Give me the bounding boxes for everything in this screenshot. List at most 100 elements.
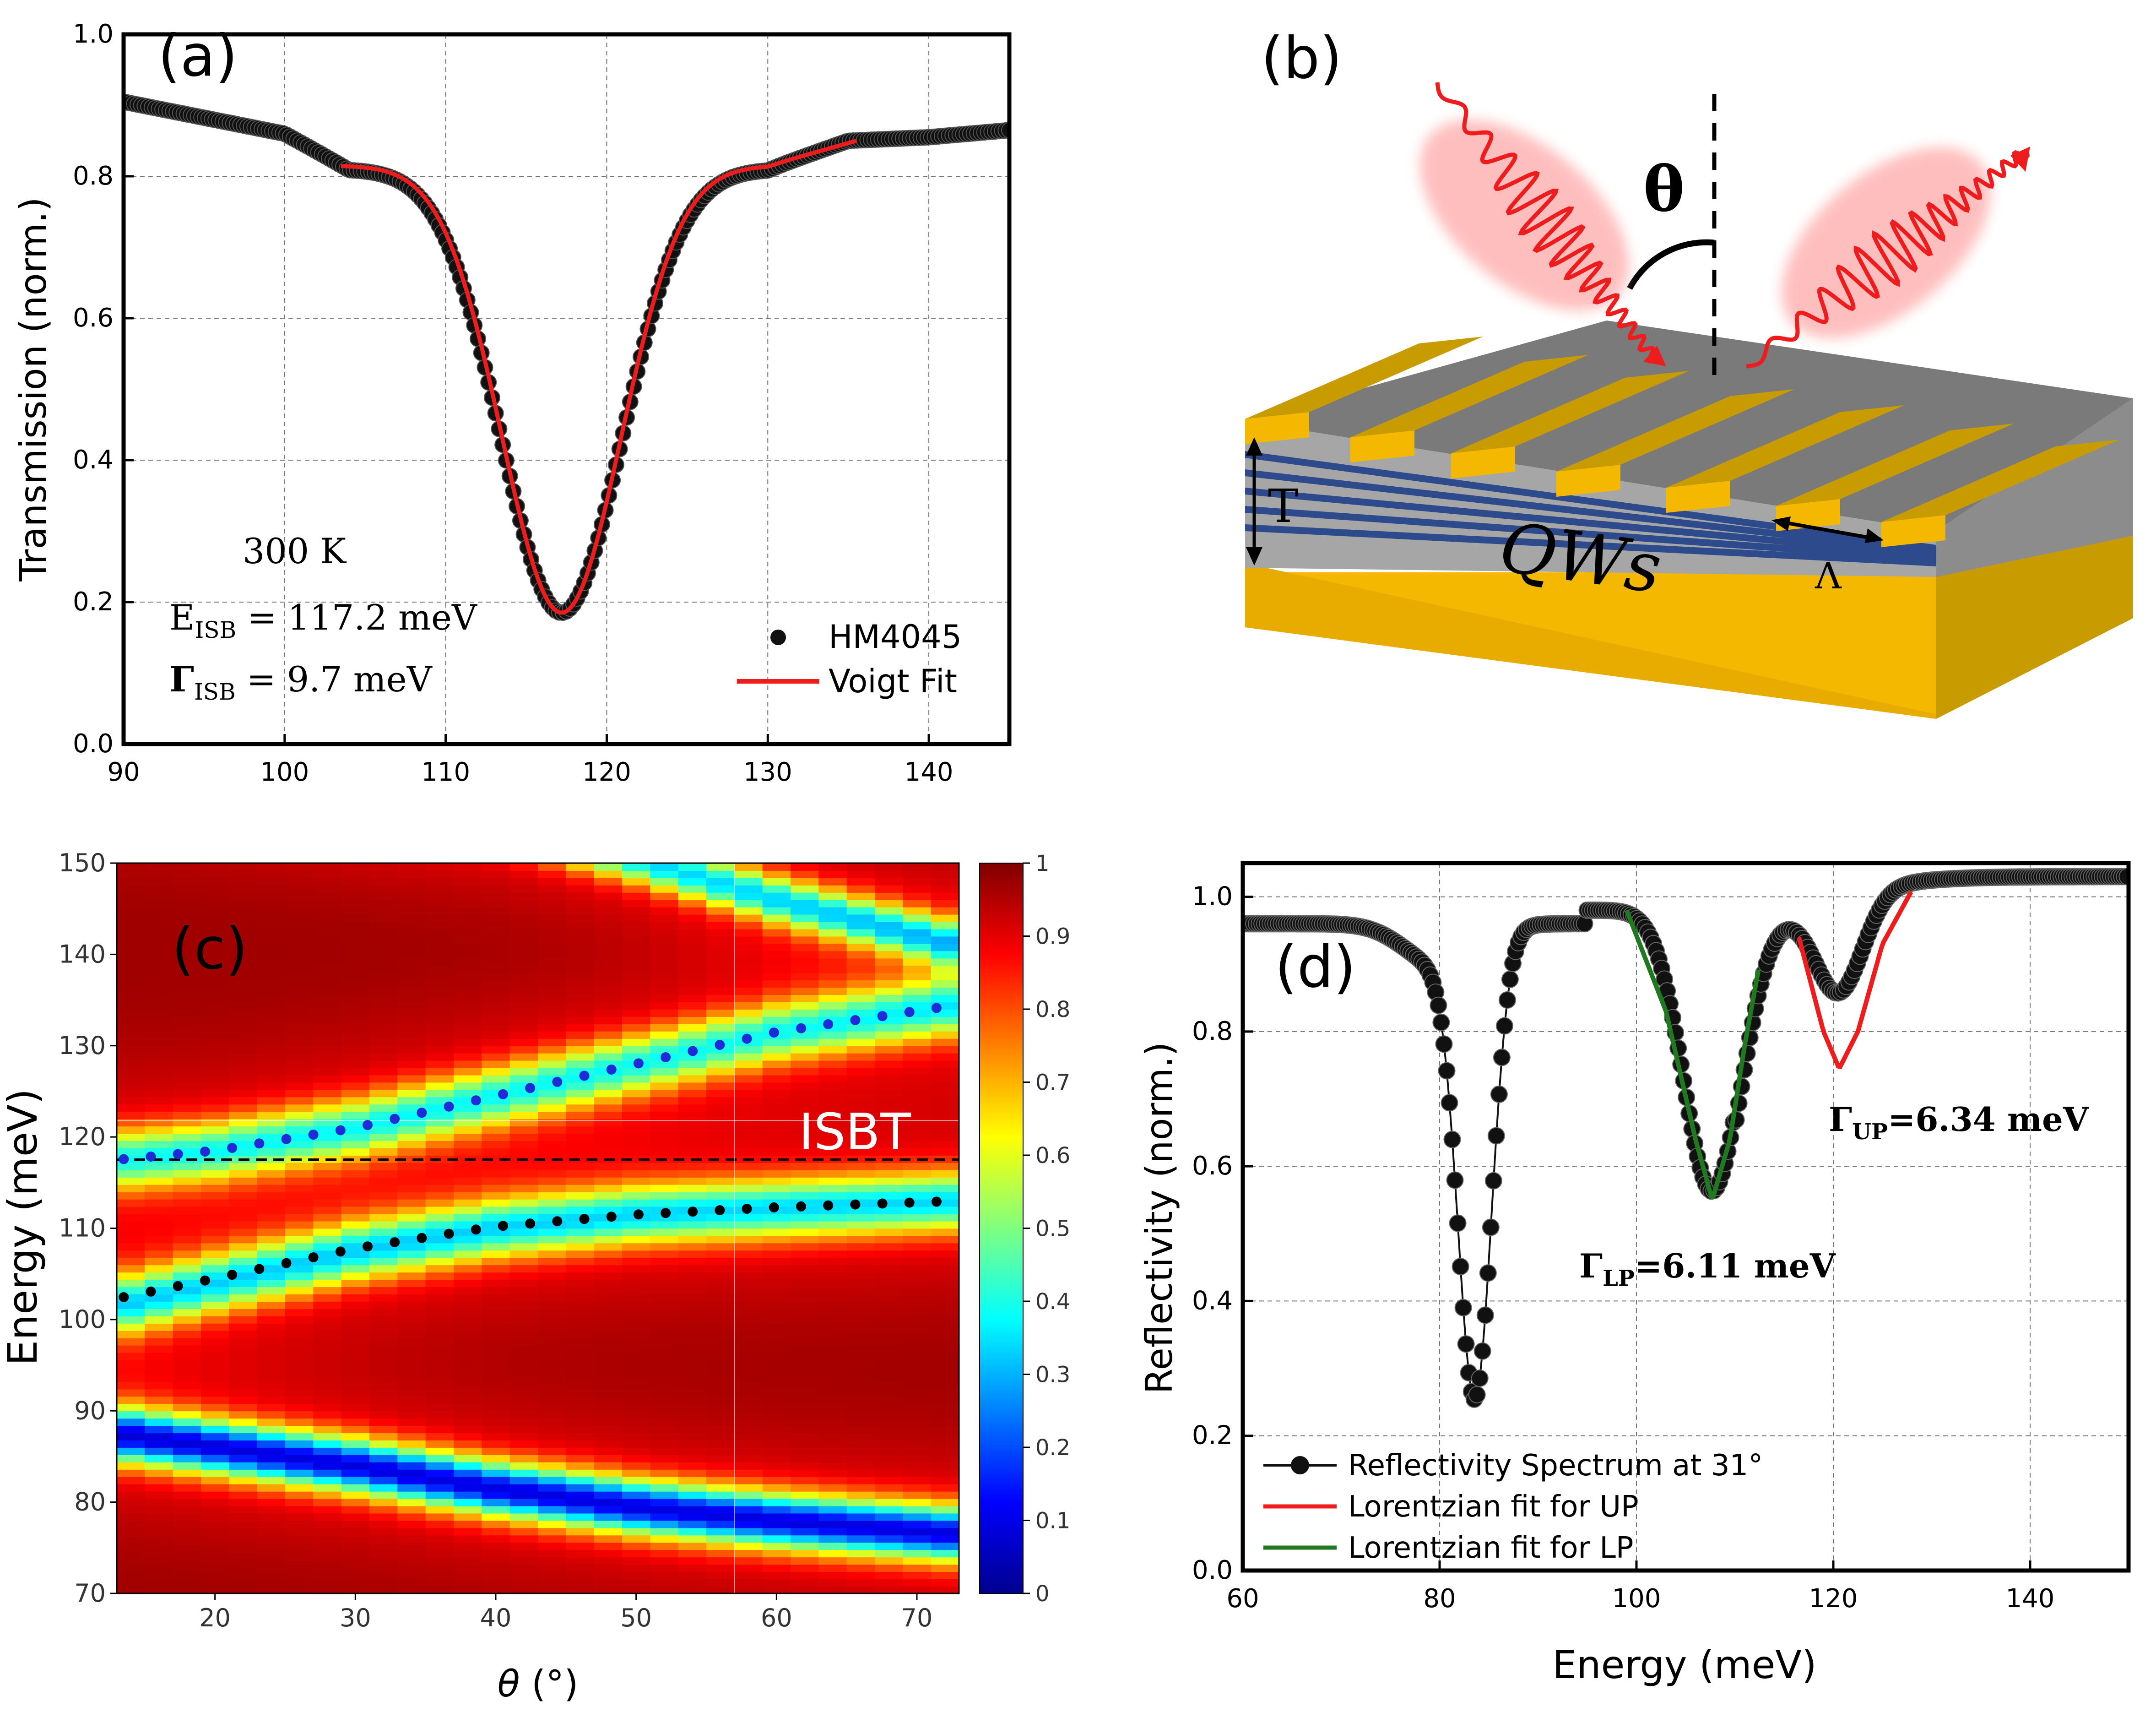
c-heat-cell bbox=[903, 1352, 932, 1360]
c-heat-cell bbox=[201, 1294, 230, 1302]
c-heat-cell bbox=[594, 1301, 623, 1309]
c-heat-cell bbox=[875, 1462, 904, 1470]
c-heat-cell bbox=[313, 1206, 342, 1214]
c-heat-cell bbox=[622, 1199, 651, 1207]
c-heat-cell bbox=[594, 1272, 623, 1280]
c-heat-cell bbox=[762, 1119, 791, 1127]
c-heat-cell bbox=[117, 1009, 146, 1017]
c-heat-cell bbox=[369, 1403, 398, 1412]
c-heat-cell bbox=[931, 1045, 959, 1054]
c-heat-cell bbox=[846, 1133, 875, 1141]
c-heat-cell bbox=[931, 1213, 959, 1222]
c-heat-cell bbox=[369, 1191, 398, 1200]
c-heat-cell bbox=[201, 1535, 230, 1543]
c-heat-cell bbox=[762, 1337, 791, 1346]
c-heat-cell bbox=[734, 1491, 763, 1499]
c-heat-cell bbox=[622, 1228, 651, 1236]
c-heat-cell bbox=[285, 914, 314, 922]
c-heat-cell bbox=[201, 1191, 230, 1200]
c-heat-cell bbox=[397, 1586, 426, 1593]
c-heat-cell bbox=[818, 1586, 847, 1593]
c-heat-cell bbox=[622, 1498, 651, 1506]
c-heat-cell bbox=[313, 1498, 342, 1506]
c-heat-cell bbox=[201, 936, 230, 944]
c-heat-cell bbox=[706, 929, 735, 937]
c-heat-cell bbox=[229, 1053, 258, 1061]
c-heat-cell bbox=[734, 1352, 763, 1360]
c-heat-cell bbox=[734, 1235, 763, 1244]
c-heat-cell bbox=[454, 1162, 482, 1170]
c-heat-cell bbox=[875, 1418, 904, 1426]
c-heat-cell bbox=[145, 1542, 173, 1550]
c-heat-cell bbox=[931, 1082, 959, 1090]
c-heat-cell bbox=[117, 1491, 146, 1499]
c-heat-cell bbox=[818, 1169, 847, 1178]
c-heat-cell bbox=[341, 1031, 370, 1039]
c-heat-cell bbox=[257, 892, 286, 900]
c-heat-cell bbox=[173, 1345, 201, 1353]
c-heat-cell bbox=[791, 1272, 819, 1280]
c-heat-cell bbox=[173, 958, 201, 966]
c-heat-cell bbox=[369, 1301, 398, 1309]
c-heat-cell bbox=[650, 1141, 679, 1148]
c-heat-cell bbox=[313, 1199, 342, 1207]
c-dot-black bbox=[633, 1209, 644, 1220]
c-heat-cell bbox=[903, 995, 932, 1002]
c-heat-cell bbox=[566, 1228, 595, 1236]
c-heat-cell bbox=[678, 1345, 707, 1353]
c-heat-cell bbox=[257, 1169, 286, 1178]
c-dot-blue bbox=[227, 1143, 238, 1153]
c-heat-cell bbox=[734, 1396, 763, 1404]
c-heat-cell bbox=[509, 892, 538, 900]
c-heat-cell bbox=[846, 973, 875, 981]
c-heat-cell bbox=[678, 1265, 707, 1273]
c-heat-cell bbox=[594, 1447, 623, 1455]
c-heat-cell bbox=[538, 1235, 567, 1244]
c-heat-cell bbox=[117, 1440, 146, 1448]
c-heat-cell bbox=[622, 1119, 651, 1127]
c-heat-cell bbox=[117, 1403, 146, 1412]
c-heat-cell bbox=[229, 1097, 258, 1105]
c-dot-blue bbox=[904, 1007, 915, 1017]
c-heat-cell bbox=[425, 1126, 454, 1134]
c-heat-cell bbox=[678, 1235, 707, 1244]
c-heat-cell bbox=[482, 1184, 510, 1192]
c-heat-cell bbox=[454, 1345, 482, 1353]
c-heat-cell bbox=[369, 870, 398, 878]
c-heat-cell bbox=[257, 1002, 286, 1010]
c-heat-cell bbox=[313, 1257, 342, 1266]
c-heat-cell bbox=[650, 1111, 679, 1120]
c-heat-cell bbox=[650, 1294, 679, 1302]
c-heat-cell bbox=[903, 1542, 932, 1550]
c-heat-cell bbox=[594, 1315, 623, 1324]
c-heat-cell bbox=[117, 951, 146, 959]
c-heat-cell bbox=[846, 943, 875, 951]
c-heat-cell bbox=[369, 921, 398, 929]
c-heat-cell bbox=[594, 1119, 623, 1127]
c-heat-cell bbox=[341, 1440, 370, 1448]
c-heat-cell bbox=[622, 1564, 651, 1572]
a-ytick-label: 0.8 bbox=[73, 161, 114, 191]
c-heat-cell bbox=[791, 936, 819, 944]
c-heat-cell bbox=[594, 1169, 623, 1178]
c-heat-cell bbox=[762, 965, 791, 973]
c-heat-cell bbox=[875, 1141, 904, 1148]
c-heat-cell bbox=[903, 1272, 932, 1280]
c-heat-cell bbox=[566, 1505, 595, 1514]
c-heat-cell bbox=[425, 1067, 454, 1076]
c-heat-cell bbox=[173, 1119, 201, 1127]
c-heat-cell bbox=[229, 907, 258, 915]
c-dot-blue bbox=[633, 1058, 644, 1069]
c-heat-cell bbox=[622, 1513, 651, 1521]
c-heat-cell bbox=[454, 1141, 482, 1148]
c-heat-cell bbox=[341, 1476, 370, 1484]
c-heat-cell bbox=[846, 1235, 875, 1244]
c-heat-cell bbox=[509, 1228, 538, 1236]
c-heat-cell bbox=[875, 1294, 904, 1302]
c-heat-cell bbox=[650, 1557, 679, 1565]
c-heat-cell bbox=[566, 1104, 595, 1112]
c-heat-cell bbox=[173, 1257, 201, 1266]
c-heat-cell bbox=[173, 1520, 201, 1528]
c-heat-cell bbox=[425, 1447, 454, 1455]
